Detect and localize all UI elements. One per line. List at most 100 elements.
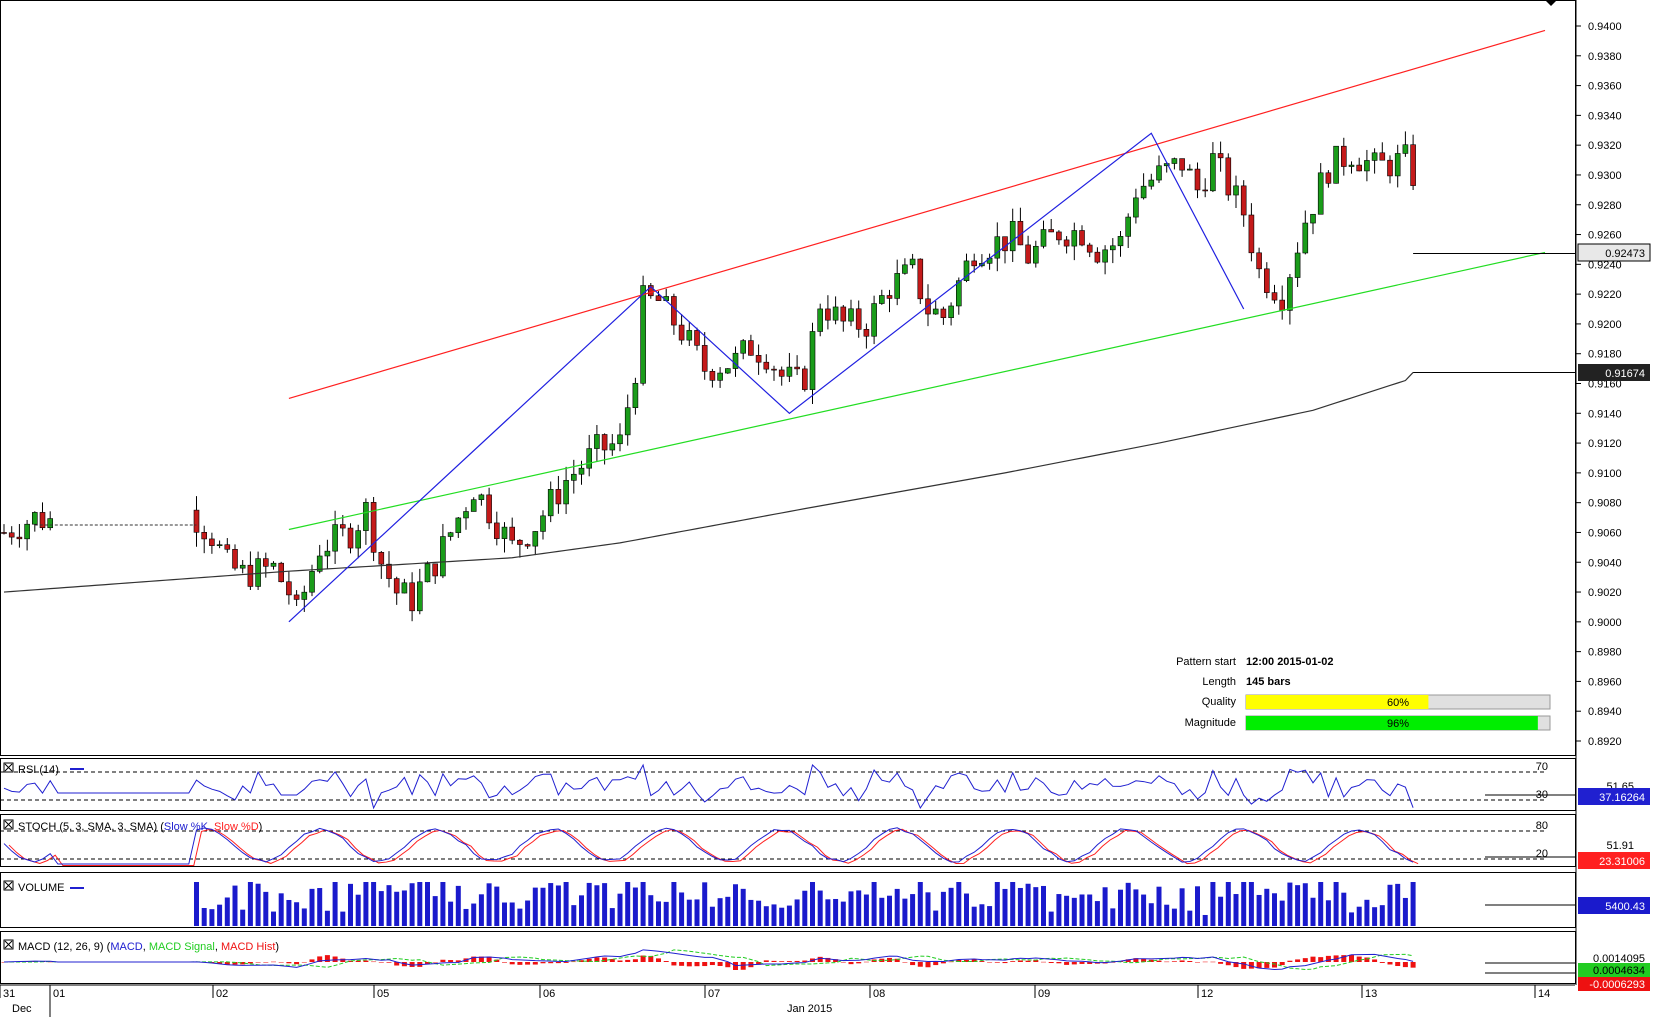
price-panel[interactable]: [0, 0, 1577, 756]
volume-bar: [1387, 884, 1393, 926]
macd-hist-bar: [317, 956, 323, 962]
candle: [1086, 242, 1093, 258]
volume-bar: [1287, 882, 1293, 926]
volume-bar: [1295, 885, 1301, 926]
rsi-panel[interactable]: RSI (14) 70 30 51.65 37.16264: [0, 758, 1650, 811]
volume-bar: [894, 888, 900, 926]
volume-bar: [440, 882, 446, 926]
macd-hist-bar: [917, 962, 923, 967]
stoch-d-line: [8, 828, 1419, 866]
macd-hist-bar: [1310, 956, 1316, 962]
macd-hist-bar: [594, 957, 600, 962]
candle: [1117, 231, 1124, 257]
macd-hist-bar: [640, 955, 646, 962]
rsi-current-value: 37.16264: [1599, 792, 1645, 804]
macd-hist-bar: [378, 962, 384, 963]
candle: [801, 365, 808, 392]
volume-panel[interactable]: VOLUME 5400.43: [0, 872, 1651, 928]
stoch-panel[interactable]: STOCH (5, 3, SMA, 3, SMA) (Slow %K, Slow…: [0, 814, 1650, 870]
macd-hist-bar: [448, 960, 454, 962]
volume-bar: [1395, 883, 1401, 926]
candle: [771, 365, 777, 381]
day-tick-label: 05: [377, 988, 389, 1000]
macd-hist-bar: [324, 955, 330, 962]
volume-bar: [1187, 910, 1193, 926]
candle: [255, 551, 261, 590]
macd-hist-bar: [1387, 962, 1393, 965]
candle: [1094, 247, 1101, 264]
volume-bar: [733, 884, 738, 926]
volume-title: VOLUME: [18, 882, 64, 894]
candle: [963, 253, 970, 283]
candle: [517, 539, 523, 558]
macd-hist-bar: [840, 962, 846, 963]
macd-hist-bar: [1372, 959, 1378, 962]
candle: [1056, 230, 1062, 245]
macd-hist-bar: [794, 960, 800, 962]
price-tick-label: 0.9020: [1588, 587, 1622, 599]
price-tick-label: 0.8960: [1588, 676, 1622, 688]
volume-bar: [771, 904, 777, 926]
macd-hist-bar: [602, 957, 608, 962]
macd-hist-bar: [1256, 962, 1262, 969]
volume-bar: [563, 882, 569, 926]
volume-bar: [317, 888, 323, 926]
volume-bar: [309, 888, 315, 926]
candle: [617, 423, 623, 452]
candle: [624, 394, 631, 446]
macd-hist-bar: [494, 959, 500, 962]
volume-bar: [1141, 894, 1147, 926]
current-price-label: 0.92473: [1605, 248, 1645, 260]
volume-bar: [1010, 882, 1016, 926]
quality-value: 60%: [1387, 697, 1409, 709]
day-tick-label: 31: [3, 988, 15, 1000]
macd-hist-bar: [848, 962, 854, 965]
macd-hist-bar: [363, 960, 369, 962]
macd-hist-bar: [509, 962, 515, 965]
volume-bar: [1218, 896, 1224, 926]
price-axis: 0.9400 0.9380 0.9360 0.9340 0.9320 0.9300 0.92…: [1575, 0, 1622, 985]
volume-bar: [386, 885, 392, 926]
price-tick-label: 0.9280: [1588, 200, 1622, 212]
volume-bar: [209, 909, 215, 926]
pattern-start-value: 12:00 2015-01-02: [1246, 656, 1333, 668]
candle: [732, 346, 739, 377]
candle: [1394, 144, 1401, 188]
corner-marker-icon[interactable]: [1545, 0, 1557, 6]
volume-bar: [1041, 885, 1046, 926]
volume-bar: [671, 882, 677, 926]
macd-hist-bar: [278, 962, 284, 963]
macd-hist-bar: [217, 962, 223, 965]
candle: [886, 289, 893, 313]
day-tick-label: 08: [873, 988, 885, 1000]
macd-hist-bar: [1133, 958, 1139, 962]
volume-bar: [1318, 882, 1324, 926]
macd-panel[interactable]: MACD (12, 26, 9) (MACD, MACD Signal, MAC…: [0, 931, 1651, 992]
candle: [555, 475, 562, 514]
volume-bar: [1402, 897, 1408, 926]
candle: [24, 519, 30, 551]
candle: [586, 434, 593, 477]
macd-title: MACD (12, 26, 9) (MACD, MACD Signal, MAC…: [18, 941, 279, 953]
volume-bar: [602, 883, 608, 926]
macd-hist-bar: [1148, 959, 1154, 962]
volume-bar: [509, 902, 515, 926]
macd-hist-bar: [394, 962, 400, 966]
volume-bar: [324, 910, 330, 926]
candle: [871, 295, 877, 345]
candle: [324, 539, 331, 569]
candle: [1063, 236, 1070, 254]
macd-hist-bar: [386, 962, 392, 963]
price-tick-label: 0.9080: [1588, 498, 1622, 510]
volume-bar: [617, 893, 623, 926]
macd-hist-bar: [702, 962, 708, 967]
volume-bar: [1195, 886, 1200, 926]
macd-hist-bar: [255, 962, 261, 963]
macd-hist-bar: [232, 962, 238, 965]
volume-bar: [1233, 894, 1239, 926]
channel-lower-line: [288, 251, 1546, 531]
candle: [247, 551, 254, 591]
candle: [1294, 242, 1301, 287]
macd-hist-bar: [1241, 962, 1247, 969]
